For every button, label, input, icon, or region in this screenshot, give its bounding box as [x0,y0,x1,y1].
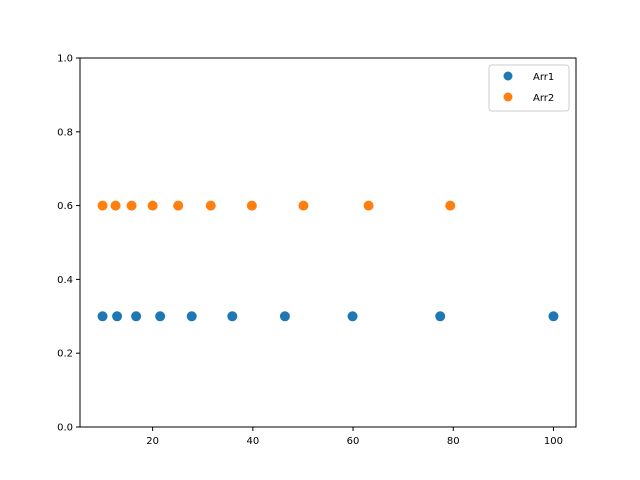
x-tick-label: 40 [246,436,259,447]
x-tick-label: 60 [347,436,360,447]
data-point [205,200,216,211]
legend-marker [503,92,513,102]
x-tick-label: 20 [146,436,159,447]
data-point [363,200,374,211]
series-arr2 [97,200,456,211]
y-tick-label: 0.8 [57,127,73,138]
data-point [155,311,166,322]
data-point [126,200,137,211]
data-point [131,311,142,322]
data-point [347,311,358,322]
data-point [147,200,158,211]
legend-label: Arr2 [533,93,554,104]
data-point [173,200,184,211]
x-tick-label: 100 [544,436,563,447]
y-tick-label: 0.4 [57,275,73,286]
data-points [97,200,559,322]
data-point [227,311,238,322]
y-tick-label: 1.0 [57,54,73,65]
y-tick-label: 0.6 [57,201,73,212]
data-point [435,311,446,322]
legend-label: Arr1 [533,72,554,83]
data-point [246,200,257,211]
data-point [279,311,290,322]
data-point [110,200,121,211]
data-point [298,200,309,211]
y-axis: 0.0 0.2 0.4 0.6 0.8 1.0 [57,54,80,434]
legend-marker [503,71,513,81]
data-point [548,311,559,322]
data-point [445,200,456,211]
legend-box [488,64,570,112]
y-tick-label: 0.2 [57,349,73,360]
x-axis: 20 40 60 80 100 [146,427,563,447]
data-point [97,200,108,211]
data-point [186,311,197,322]
legend: Arr1 Arr2 [488,64,570,112]
plot-frame [79,57,577,428]
x-tick-label: 80 [447,436,460,447]
data-point [112,311,123,322]
y-tick-label: 0.0 [57,423,73,434]
series-arr1 [97,311,559,322]
data-point [97,311,108,322]
